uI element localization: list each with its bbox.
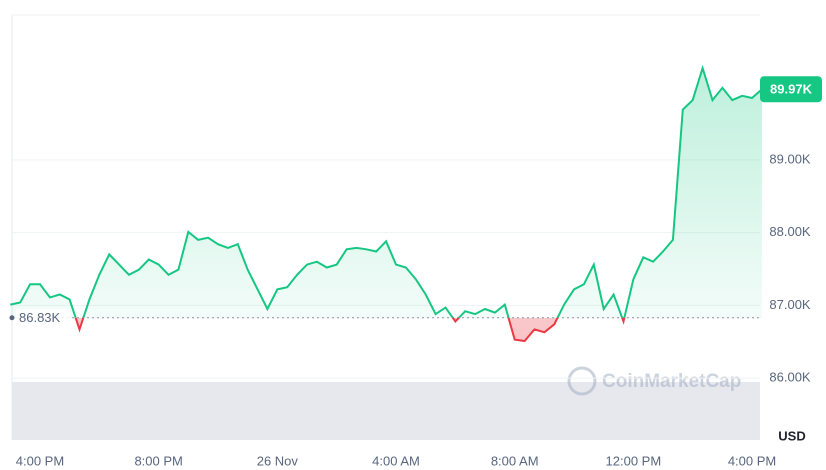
x-tick-label: 26 Nov bbox=[257, 453, 299, 468]
baseline-label-bg bbox=[16, 308, 70, 327]
baseline-label: 86.83K bbox=[19, 310, 61, 325]
x-tick-label: 4:00 PM bbox=[16, 453, 64, 468]
watermark: CoinMarketCap bbox=[567, 366, 741, 396]
y-tick-label: 86.00K bbox=[769, 370, 811, 385]
y-tick-label: 88.00K bbox=[769, 224, 811, 239]
last-price-bg bbox=[760, 76, 822, 103]
y-tick-label: 87.00K bbox=[769, 297, 811, 312]
volume-area bbox=[12, 382, 760, 440]
y-unit: USD bbox=[778, 428, 805, 443]
x-tick-label: 8:00 AM bbox=[491, 453, 539, 468]
x-tick-label: 8:00 PM bbox=[134, 453, 182, 468]
area-above bbox=[10, 68, 762, 318]
y-tick-label: 89.00K bbox=[769, 151, 811, 166]
price-line bbox=[10, 64, 763, 318]
x-tick-label: 12:00 PM bbox=[606, 453, 662, 468]
watermark-text: CoinMarketCap bbox=[602, 371, 741, 392]
x-tick-label: 4:00 AM bbox=[372, 453, 420, 468]
baseline-dot bbox=[9, 315, 15, 321]
x-tick-label: 4:00 PM bbox=[728, 453, 776, 468]
last-price-label: 89.97K bbox=[770, 82, 813, 97]
